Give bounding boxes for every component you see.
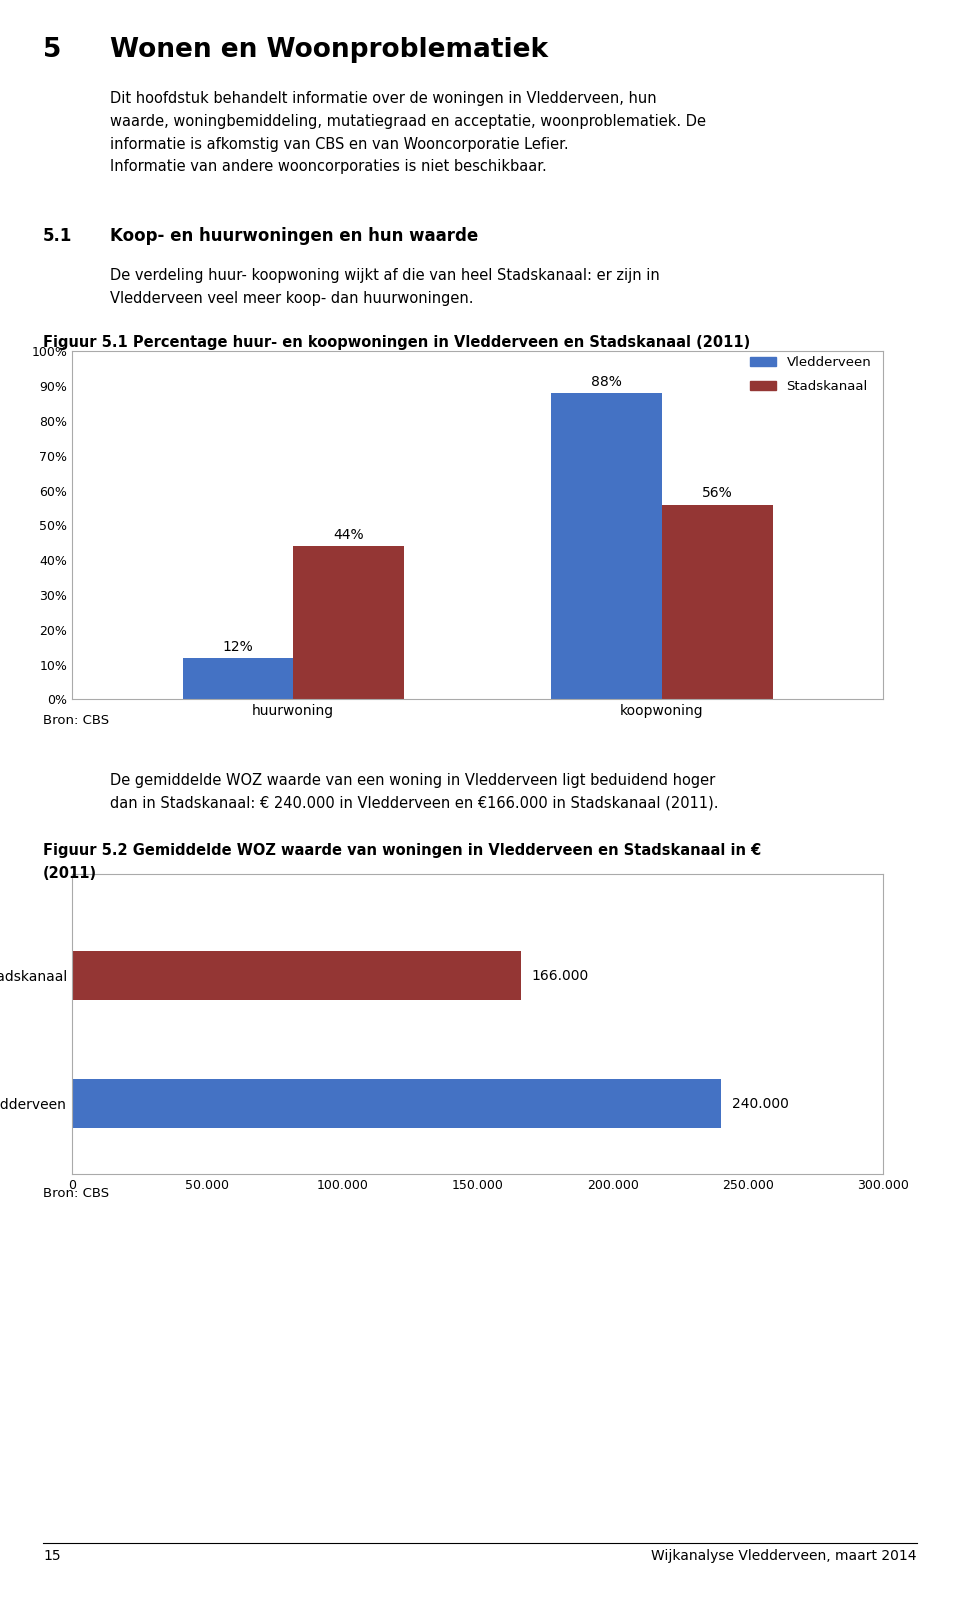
Text: 240.000: 240.000 bbox=[732, 1097, 789, 1110]
Text: 5: 5 bbox=[43, 37, 61, 62]
Text: 88%: 88% bbox=[591, 375, 622, 390]
Text: 12%: 12% bbox=[223, 639, 253, 653]
Text: Koop- en huurwoningen en hun waarde: Koop- en huurwoningen en hun waarde bbox=[110, 227, 479, 244]
Bar bbox=[72, 952, 521, 1000]
Text: 44%: 44% bbox=[333, 529, 364, 541]
Text: De gemiddelde WOZ waarde van een woning in Vledderveen ligt beduidend hoger
dan : De gemiddelde WOZ waarde van een woning … bbox=[110, 773, 719, 811]
Text: Bron: CBS: Bron: CBS bbox=[43, 714, 109, 727]
Bar bbox=[182, 658, 293, 699]
Text: Dit hoofdstuk behandelt informatie over de woningen in Vledderveen, hun
waarde, : Dit hoofdstuk behandelt informatie over … bbox=[110, 91, 707, 174]
Text: (2011): (2011) bbox=[43, 866, 97, 880]
Text: 56%: 56% bbox=[702, 487, 732, 500]
Text: 15: 15 bbox=[43, 1549, 60, 1563]
Text: Wonen en Woonproblematiek: Wonen en Woonproblematiek bbox=[110, 37, 548, 62]
Text: 5.1: 5.1 bbox=[43, 227, 73, 244]
Bar bbox=[72, 1080, 721, 1127]
Text: Figuur 5.2 Gemiddelde WOZ waarde van woningen in Vledderveen en Stadskanaal in €: Figuur 5.2 Gemiddelde WOZ waarde van won… bbox=[43, 843, 761, 858]
Text: Wijkanalyse Vledderveen, maart 2014: Wijkanalyse Vledderveen, maart 2014 bbox=[651, 1549, 917, 1563]
Bar bbox=[293, 546, 404, 699]
Text: De verdeling huur- koopwoning wijkt af die van heel Stadskanaal: er zijn in
Vled: De verdeling huur- koopwoning wijkt af d… bbox=[110, 268, 660, 307]
Text: 166.000: 166.000 bbox=[532, 969, 588, 982]
Bar bbox=[662, 505, 773, 699]
Bar bbox=[551, 393, 662, 699]
Text: Figuur 5.1 Percentage huur- en koopwoningen in Vledderveen en Stadskanaal (2011): Figuur 5.1 Percentage huur- en koopwonin… bbox=[43, 335, 751, 350]
Text: Bron: CBS: Bron: CBS bbox=[43, 1187, 109, 1199]
Legend: Vledderveen, Stadskanaal: Vledderveen, Stadskanaal bbox=[744, 351, 876, 398]
